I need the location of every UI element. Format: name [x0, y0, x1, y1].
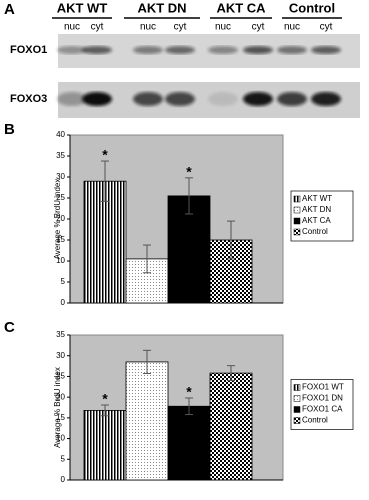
- error-bar: [101, 404, 109, 417]
- legend-swatch: [293, 217, 301, 225]
- blot-band: [165, 92, 195, 106]
- blot-band: [133, 92, 163, 106]
- blot-band: [165, 46, 195, 54]
- blot-band: [311, 46, 341, 54]
- y-tick-label: 30: [56, 172, 65, 181]
- blot-band: [277, 92, 307, 106]
- significance-marker: *: [102, 147, 108, 163]
- legend-swatch: [293, 384, 301, 391]
- significance-marker: *: [102, 391, 108, 407]
- bar: [209, 372, 253, 481]
- legend-label: Control: [302, 416, 328, 425]
- significance-marker: *: [186, 164, 192, 180]
- y-tick-label: 20: [56, 214, 65, 223]
- y-tick-label: 15: [56, 235, 65, 244]
- blot-band: [243, 46, 273, 54]
- error-bar: [185, 177, 193, 215]
- error-bar: [227, 220, 235, 260]
- y-tick-label: 0: [61, 298, 66, 307]
- lane-label: nuc: [284, 22, 300, 33]
- bar: [125, 361, 169, 481]
- y-tick-label: 30: [56, 351, 65, 360]
- group-label: Control: [289, 0, 335, 15]
- legend-label: Control: [302, 227, 328, 236]
- legend-swatch: [293, 195, 301, 203]
- group-label: AKT DN: [137, 0, 186, 15]
- blot-band: [243, 92, 273, 106]
- lane-label: cyt: [320, 22, 333, 33]
- y-tick-label: 35: [56, 330, 65, 339]
- panel-label: C: [4, 319, 15, 336]
- y-tick-label: 5: [61, 454, 66, 463]
- legend-label: FOXO1 CA: [302, 405, 343, 414]
- y-axis-title: Average % BrdU index: [53, 367, 62, 448]
- legend-swatch: [293, 395, 301, 402]
- blot-band: [57, 92, 87, 106]
- error-bar: [185, 397, 193, 416]
- blot-band: [133, 46, 163, 54]
- lane-label: cyt: [174, 22, 187, 33]
- blot-band: [208, 46, 238, 54]
- blot-band: [277, 46, 307, 54]
- legend-label: FOXO1 WT: [302, 383, 344, 392]
- error-bar: [101, 160, 109, 202]
- panel-label: A: [4, 1, 15, 18]
- legend-swatch: [293, 417, 301, 424]
- y-tick-label: 35: [56, 151, 65, 160]
- panel-label: B: [4, 121, 15, 138]
- significance-marker: *: [186, 384, 192, 400]
- blot-band: [208, 92, 238, 106]
- row-label: FOXO1: [10, 44, 47, 56]
- lane-label: nuc: [140, 22, 156, 33]
- error-bar: [143, 244, 151, 274]
- y-tick-label: 5: [61, 277, 66, 286]
- y-tick-label: 10: [56, 434, 65, 443]
- legend-label: AKT WT: [302, 194, 332, 203]
- y-tick-label: 15: [56, 413, 65, 422]
- legend-box: [290, 190, 354, 242]
- legend-swatch: [293, 206, 301, 214]
- y-tick-label: 10: [56, 256, 65, 265]
- y-tick-label: 40: [56, 130, 65, 139]
- blot-band: [82, 46, 112, 54]
- blot-band: [57, 46, 87, 54]
- legend-label: AKT CA: [302, 216, 331, 225]
- legend-label: FOXO1 DN: [302, 394, 343, 403]
- y-tick-label: 0: [61, 475, 66, 484]
- lane-label: cyt: [91, 22, 104, 33]
- y-tick-label: 25: [56, 193, 65, 202]
- legend-label: AKT DN: [302, 205, 331, 214]
- legend-swatch: [293, 228, 301, 236]
- y-tick-label: 25: [56, 372, 65, 381]
- bar: [167, 405, 211, 481]
- blot-band: [311, 92, 341, 106]
- error-bar: [143, 349, 151, 375]
- legend-box: [290, 379, 354, 430]
- group-label: AKT WT: [57, 0, 108, 15]
- error-bar: [227, 365, 235, 382]
- lane-label: cyt: [252, 22, 265, 33]
- blot-band: [82, 92, 112, 106]
- bar: [83, 409, 127, 481]
- y-tick-label: 20: [56, 392, 65, 401]
- lane-label: nuc: [215, 22, 231, 33]
- group-label: AKT CA: [216, 0, 266, 15]
- legend-swatch: [293, 406, 301, 413]
- y-axis-title: Average % BrdU index: [53, 179, 62, 260]
- row-label: FOXO3: [10, 93, 47, 105]
- lane-label: nuc: [64, 22, 80, 33]
